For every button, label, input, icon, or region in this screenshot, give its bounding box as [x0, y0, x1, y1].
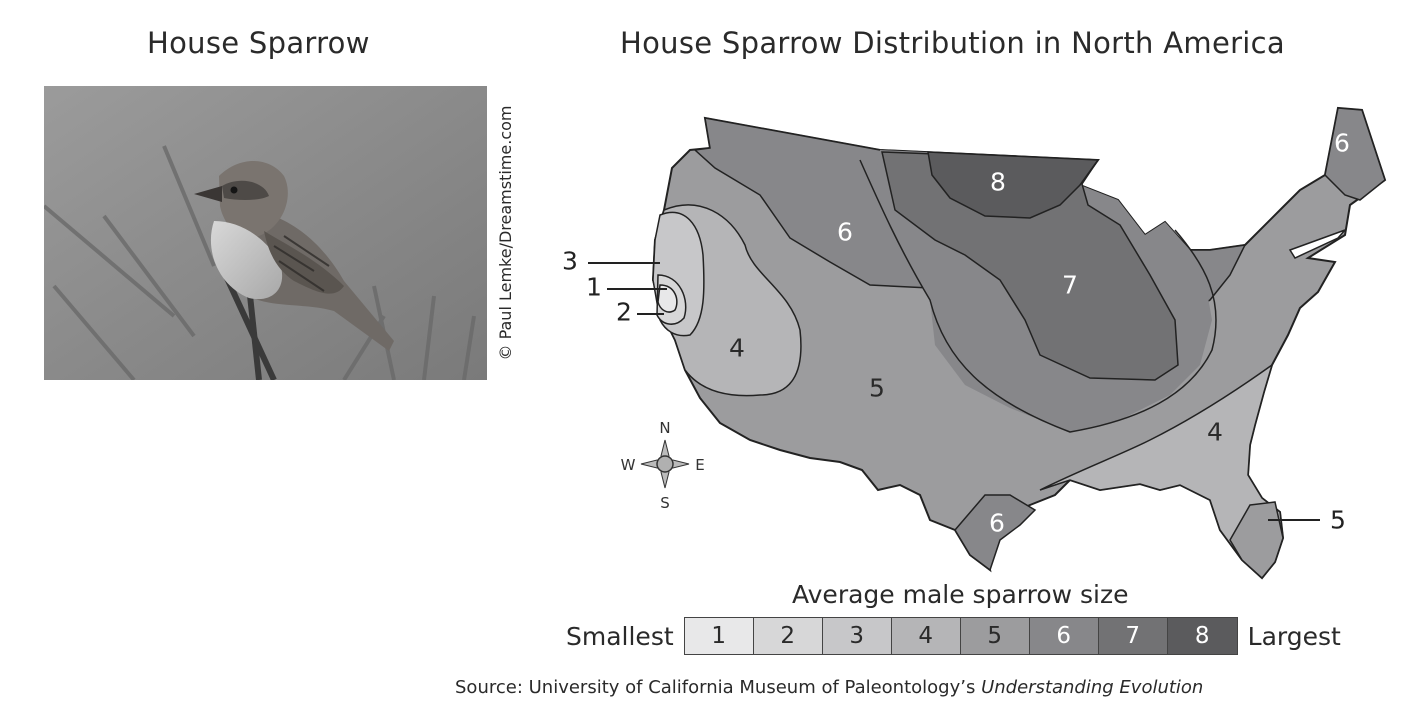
- legend-cell-7: 7: [1098, 618, 1168, 654]
- region-label-top: 8: [990, 168, 1006, 197]
- callout-3: 3: [562, 247, 660, 276]
- source-title: Understanding Evolution: [981, 677, 1204, 698]
- region-label-maine: 6: [1334, 129, 1350, 158]
- callout-label: 3: [562, 247, 578, 276]
- legend-low-label: Smallest: [566, 621, 674, 651]
- compass-n: N: [659, 419, 670, 437]
- source-prefix: Source: University of California Museum …: [455, 677, 982, 698]
- callout-5: 5: [1268, 506, 1346, 535]
- compass-s: S: [660, 494, 670, 512]
- map-title: House Sparrow Distribution in North Amer…: [620, 26, 1285, 60]
- region-label-southeast: 4: [1207, 418, 1223, 447]
- zone-4-southeast: [1039, 363, 1284, 580]
- region-label-texas: 6: [989, 509, 1005, 538]
- legend-cell-1: 1: [684, 618, 754, 654]
- zone-6-texas: [954, 494, 1037, 572]
- zone-6-boundary: [859, 159, 1217, 433]
- zone-6-maine: [1324, 107, 1386, 201]
- region-label-west: 4: [729, 334, 745, 363]
- callout-label: 1: [586, 273, 602, 302]
- callout-1: 1: [586, 273, 667, 302]
- callout-2: 2: [616, 298, 664, 327]
- great-lakes: [1288, 229, 1346, 259]
- legend-cell-2: 2: [753, 618, 823, 654]
- legend-cell-8: 8: [1167, 618, 1237, 654]
- compass-e: E: [695, 456, 704, 474]
- zone-7-core: [881, 151, 1179, 381]
- compass-w: W: [621, 456, 636, 474]
- zone-8: [927, 151, 1100, 219]
- legend-cell-4: 4: [891, 618, 961, 654]
- source-line: Source: University of California Museum …: [455, 677, 1203, 698]
- compass-rose: N S E W: [621, 419, 705, 512]
- region-label-central: 7: [1062, 271, 1078, 300]
- zone-1: [657, 284, 678, 313]
- region-label-south: 5: [869, 374, 885, 403]
- legend-cell-3: 3: [822, 618, 892, 654]
- callout-label: 2: [616, 298, 632, 327]
- legend-high-label: Largest: [1247, 621, 1341, 651]
- legend-cell-5: 5: [960, 618, 1030, 654]
- region-label-north: 6: [837, 218, 853, 247]
- photo-title: House Sparrow: [147, 26, 370, 60]
- callout-label: 5: [1330, 506, 1346, 535]
- legend-title: Average male sparrow size: [792, 580, 1129, 609]
- sparrow-photo: [44, 86, 487, 380]
- legend-cell-6: 6: [1029, 618, 1099, 654]
